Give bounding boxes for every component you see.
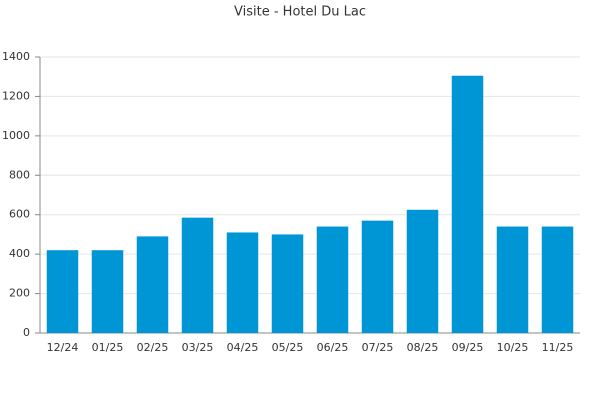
x-tick-label: 04/25	[227, 341, 259, 354]
bar	[541, 226, 574, 333]
y-tick-label: 1000	[2, 129, 30, 142]
x-tick-label: 10/25	[497, 341, 529, 354]
bar	[226, 232, 259, 333]
x-tick-label: 12/24	[47, 341, 79, 354]
y-tick-label: 600	[9, 208, 30, 221]
y-tick-label: 200	[9, 287, 30, 300]
y-tick-label: 0	[23, 326, 30, 339]
x-tick-label: 02/25	[137, 341, 169, 354]
bar	[136, 236, 169, 333]
y-tick-label: 1400	[2, 50, 30, 63]
chart-title: Visite - Hotel Du Lac	[234, 5, 366, 20]
bar	[406, 209, 439, 333]
x-tick-label: 03/25	[182, 341, 214, 354]
x-tick-label: 09/25	[452, 341, 484, 354]
bar	[361, 220, 394, 333]
bar	[316, 226, 349, 333]
x-tick-label: 11/25	[542, 341, 574, 354]
x-tick-label: 06/25	[317, 341, 349, 354]
x-tick-label: 07/25	[362, 341, 394, 354]
y-tick-label: 400	[9, 247, 30, 260]
bar	[46, 250, 79, 333]
x-tick-label: 08/25	[407, 341, 439, 354]
bar	[451, 75, 484, 333]
x-tick-label: 05/25	[272, 341, 304, 354]
y-tick-label: 1200	[2, 89, 30, 102]
bar	[91, 250, 124, 333]
bar	[496, 226, 529, 333]
x-tick-label: 01/25	[92, 341, 124, 354]
y-tick-label: 800	[9, 168, 30, 181]
bar	[271, 234, 304, 333]
bar	[181, 217, 214, 333]
